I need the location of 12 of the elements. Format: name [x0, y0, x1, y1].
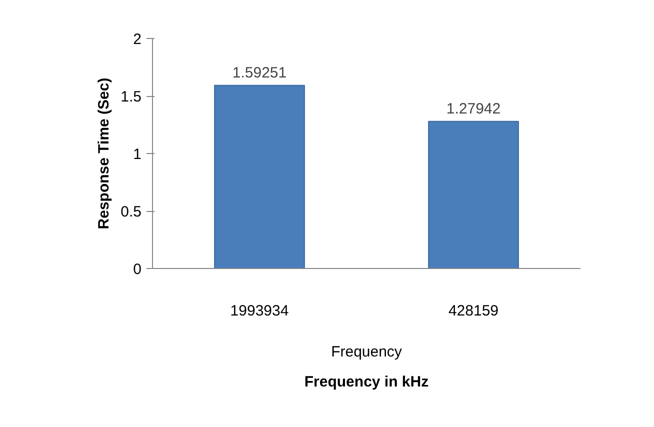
- y-tick-label: 0: [133, 261, 142, 278]
- y-tick-label: 1: [133, 146, 142, 163]
- data-label: 1.27942: [446, 100, 501, 118]
- x-tick-label: 428159: [448, 302, 499, 320]
- y-tick-label: 1.5: [120, 88, 142, 106]
- text: Frequency: [331, 344, 402, 360]
- y-axis-title: Response Time (Sec): [96, 78, 113, 230]
- x-tick-label: 1993934: [230, 302, 289, 320]
- x-axis-title: Frequency in kHz: [304, 374, 429, 390]
- data-label: 1.59251: [232, 64, 287, 82]
- y-tick-label: 0.5: [120, 204, 142, 220]
- y-tick-label: 2: [133, 31, 142, 48]
